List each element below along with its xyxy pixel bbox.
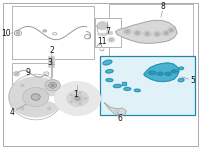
Circle shape [126, 30, 129, 33]
Circle shape [70, 94, 72, 96]
Circle shape [108, 37, 115, 42]
Text: 6: 6 [118, 114, 123, 123]
Circle shape [123, 29, 131, 35]
Circle shape [165, 32, 168, 34]
Circle shape [15, 73, 18, 75]
Ellipse shape [124, 87, 131, 90]
Polygon shape [104, 103, 126, 115]
Bar [48, 56, 54, 67]
FancyBboxPatch shape [12, 6, 94, 59]
Circle shape [146, 33, 149, 35]
Circle shape [84, 98, 87, 99]
Circle shape [170, 29, 173, 31]
Ellipse shape [179, 67, 184, 70]
Bar [122, 82, 126, 85]
Ellipse shape [134, 89, 140, 92]
Circle shape [23, 87, 49, 107]
FancyBboxPatch shape [12, 63, 51, 84]
Polygon shape [115, 20, 177, 43]
Text: 11: 11 [97, 37, 106, 46]
FancyBboxPatch shape [95, 18, 121, 47]
Bar [108, 31, 112, 34]
Ellipse shape [113, 84, 121, 88]
Ellipse shape [149, 71, 156, 75]
Text: 1: 1 [73, 90, 78, 99]
Circle shape [167, 27, 175, 33]
Ellipse shape [103, 60, 112, 65]
Wedge shape [9, 77, 62, 117]
Bar [122, 82, 126, 85]
Text: 4: 4 [9, 108, 14, 117]
Circle shape [162, 30, 170, 36]
Ellipse shape [165, 72, 171, 75]
Polygon shape [144, 63, 179, 82]
Circle shape [133, 30, 141, 36]
Circle shape [136, 32, 139, 34]
Circle shape [51, 84, 54, 86]
Circle shape [16, 32, 19, 34]
Circle shape [72, 94, 84, 103]
Circle shape [75, 97, 80, 100]
Circle shape [115, 109, 120, 113]
Text: 3: 3 [47, 58, 52, 67]
Circle shape [31, 94, 40, 100]
Text: 9: 9 [25, 68, 30, 77]
Circle shape [67, 90, 89, 107]
Circle shape [153, 31, 161, 37]
Text: 10: 10 [1, 29, 11, 38]
Text: 7: 7 [105, 27, 110, 36]
Circle shape [55, 82, 100, 115]
Ellipse shape [178, 78, 184, 82]
Ellipse shape [43, 30, 47, 32]
FancyBboxPatch shape [109, 4, 193, 59]
Circle shape [110, 38, 113, 41]
Ellipse shape [106, 79, 113, 82]
Circle shape [70, 101, 72, 103]
Circle shape [97, 22, 108, 30]
FancyBboxPatch shape [3, 3, 198, 146]
Ellipse shape [106, 70, 113, 73]
Circle shape [45, 80, 60, 91]
Ellipse shape [98, 33, 107, 36]
Circle shape [49, 82, 57, 88]
Ellipse shape [157, 72, 163, 75]
Text: 2: 2 [49, 46, 54, 55]
Circle shape [79, 92, 81, 94]
FancyBboxPatch shape [100, 56, 195, 115]
Text: 5: 5 [191, 76, 195, 85]
Circle shape [143, 31, 151, 37]
Text: 8: 8 [161, 2, 166, 11]
Ellipse shape [172, 70, 178, 73]
Circle shape [156, 33, 159, 35]
Circle shape [79, 103, 81, 105]
